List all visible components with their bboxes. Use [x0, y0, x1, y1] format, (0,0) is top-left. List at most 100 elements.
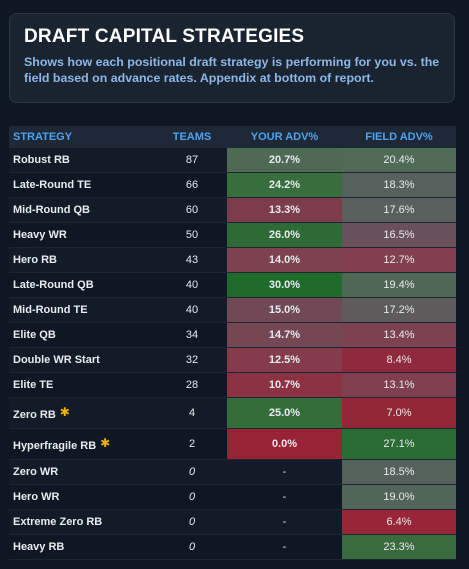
teams-cell: 87 [157, 148, 227, 173]
your-adv-cell: - [227, 534, 342, 560]
teams-cell: 43 [157, 247, 227, 273]
table-row: Hyperfragile RB ✱ 2 0.0% 27.1% [9, 428, 456, 460]
your-adv-cell: 0.0% [227, 428, 342, 460]
column-header-field-adv[interactable]: FIELD ADV% [342, 126, 456, 148]
teams-cell: 40 [157, 297, 227, 323]
table-row: Late-Round TE 66 24.2% 18.3% [9, 172, 456, 198]
field-adv-cell: 18.3% [342, 172, 456, 198]
teams-cell: 34 [157, 322, 227, 348]
strategy-cell: Heavy WR [9, 222, 157, 248]
strategy-name: Elite TE [13, 379, 54, 391]
your-adv-cell: 12.5% [227, 347, 342, 373]
table-row: Late-Round QB 40 30.0% 19.4% [9, 272, 456, 298]
your-adv-cell: 13.3% [227, 197, 342, 223]
strategy-cell: Robust RB [9, 148, 157, 173]
field-adv-cell: 13.1% [342, 372, 456, 398]
strategy-name: Elite QB [13, 329, 56, 341]
table-row: Elite QB 34 14.7% 13.4% [9, 322, 456, 348]
field-adv-cell: 19.4% [342, 272, 456, 298]
table-row: Mid-Round QB 60 13.3% 17.6% [9, 197, 456, 223]
teams-cell: 4 [157, 397, 227, 429]
your-adv-cell: 30.0% [227, 272, 342, 298]
teams-cell: 66 [157, 172, 227, 198]
strategy-name: Late-Round QB [13, 279, 94, 291]
teams-cell: 0 [157, 509, 227, 535]
column-header-your-adv[interactable]: YOUR ADV% [227, 126, 342, 148]
field-adv-cell: 13.4% [342, 322, 456, 348]
field-adv-cell: 16.5% [342, 222, 456, 248]
your-adv-cell: 20.7% [227, 148, 342, 173]
teams-cell: 40 [157, 272, 227, 298]
field-adv-cell: 27.1% [342, 428, 456, 460]
column-header-teams[interactable]: TEAMS [157, 126, 227, 148]
field-adv-cell: 23.3% [342, 534, 456, 560]
strategy-cell: Mid-Round QB [9, 197, 157, 223]
strategy-name: Zero WR [13, 466, 59, 478]
field-adv-cell: 20.4% [342, 148, 456, 173]
strategy-cell: Hero RB [9, 247, 157, 273]
field-adv-cell: 18.5% [342, 459, 456, 485]
table-row: Elite TE 28 10.7% 13.1% [9, 372, 456, 398]
your-adv-cell: - [227, 459, 342, 485]
strategy-name: Extreme Zero RB [13, 516, 103, 528]
strategy-cell: Hyperfragile RB ✱ [9, 428, 157, 460]
your-adv-cell: 14.7% [227, 322, 342, 348]
field-adv-cell: 7.0% [342, 397, 456, 429]
table-row: Zero WR 0-18.5% [9, 459, 456, 485]
teams-cell: 2 [157, 428, 227, 460]
column-header-strategy[interactable]: STRATEGY [9, 126, 157, 148]
table-row: Zero RB ✱ 4 25.0% 7.0% [9, 397, 456, 429]
star-icon: ✱ [100, 436, 111, 450]
field-adv-cell: 17.2% [342, 297, 456, 323]
your-adv-cell: 25.0% [227, 397, 342, 429]
table-row: Heavy WR 50 26.0% 16.5% [9, 222, 456, 248]
strategy-name: Hero RB [13, 254, 58, 266]
strategy-cell: Elite TE [9, 372, 157, 398]
your-adv-cell: 14.0% [227, 247, 342, 273]
table-header-row: STRATEGY TEAMS YOUR ADV% FIELD ADV% [9, 126, 456, 148]
strategy-name: Late-Round TE [13, 179, 92, 191]
strategy-name: Mid-Round QB [13, 204, 90, 216]
page-title: DRAFT CAPITAL STRATEGIES [24, 26, 305, 47]
field-adv-cell: 17.6% [342, 197, 456, 223]
page-subtitle: Shows how each positional draft strategy… [24, 55, 440, 85]
field-adv-cell: 6.4% [342, 509, 456, 535]
teams-cell: 50 [157, 222, 227, 248]
teams-cell: 28 [157, 372, 227, 398]
strategy-name: Hero WR [13, 491, 60, 503]
your-adv-cell: 10.7% [227, 372, 342, 398]
table-row: Extreme Zero RB 0-6.4% [9, 509, 456, 535]
field-adv-cell: 12.7% [342, 247, 456, 273]
field-adv-cell: 19.0% [342, 484, 456, 510]
strategy-name: Robust RB [13, 154, 70, 166]
table-row: Hero RB 43 14.0% 12.7% [9, 247, 456, 273]
strategy-name: Mid-Round TE [13, 304, 88, 316]
your-adv-cell: - [227, 484, 342, 510]
strategy-cell: Zero RB ✱ [9, 397, 157, 429]
table-row: Heavy RB 0-23.3% [9, 534, 456, 560]
strategy-cell: Hero WR [9, 484, 157, 510]
strategy-cell: Zero WR [9, 459, 157, 485]
your-adv-cell: - [227, 509, 342, 535]
teams-cell: 0 [157, 484, 227, 510]
table-row: Hero WR 0-19.0% [9, 484, 456, 510]
strategy-name: Hyperfragile RB [13, 440, 97, 452]
table-row: Mid-Round TE 40 15.0% 17.2% [9, 297, 456, 323]
strategy-cell: Mid-Round TE [9, 297, 157, 323]
your-adv-cell: 24.2% [227, 172, 342, 198]
teams-cell: 0 [157, 534, 227, 560]
teams-cell: 60 [157, 197, 227, 223]
strategy-name: Heavy RB [13, 541, 65, 553]
strategy-name: Double WR Start [13, 354, 100, 366]
strategy-name: Zero RB [13, 409, 56, 421]
table-row: Robust RB 87 20.7% 20.4% [9, 148, 456, 173]
strategy-cell: Heavy RB [9, 534, 157, 560]
strategy-cell: Extreme Zero RB [9, 509, 157, 535]
field-adv-cell: 8.4% [342, 347, 456, 373]
star-icon: ✱ [59, 405, 70, 419]
strategy-cell: Elite QB [9, 322, 157, 348]
teams-cell: 0 [157, 459, 227, 485]
your-adv-cell: 26.0% [227, 222, 342, 248]
strategies-table: STRATEGY TEAMS YOUR ADV% FIELD ADV% Robu… [9, 126, 456, 560]
strategy-cell: Double WR Start [9, 347, 157, 373]
